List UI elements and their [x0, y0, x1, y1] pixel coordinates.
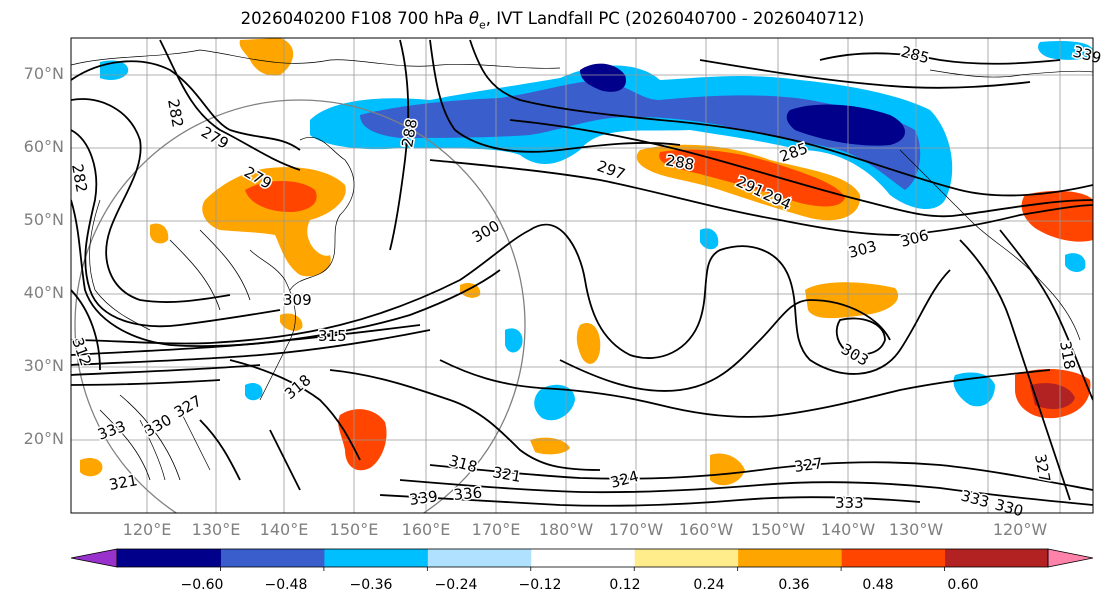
colorbar-segment — [841, 549, 946, 567]
colorbar-tick-label: −0.60 — [180, 577, 224, 593]
thin-contours — [99, 229, 251, 481]
colorbar-tick-label: 0.24 — [693, 577, 725, 593]
lat-label-40n: 40°N — [23, 283, 64, 302]
contour-label: 336 — [453, 484, 483, 504]
colorbar — [70, 548, 1094, 571]
lon-label: 170°W — [608, 520, 664, 539]
map-title: 2026040200 F108 700 hPa θe, IVT Landfall… — [240, 9, 865, 32]
lon-label: 160°E — [401, 520, 451, 539]
map-plot-area — [71, 38, 1093, 513]
range-circle — [74, 99, 526, 513]
colorbar-segment — [220, 549, 325, 567]
theta-e-contours — [71, 39, 1093, 507]
contour-label: 327 — [793, 454, 824, 476]
contour-label: 318 — [1056, 340, 1079, 371]
colorbar-segment — [634, 549, 739, 567]
lat-label-70n: 70°N — [23, 64, 64, 83]
colorbar-segment — [737, 549, 842, 567]
colorbar-tick-label: 0.36 — [778, 577, 810, 593]
lat-label-50n: 50°N — [23, 210, 64, 229]
colorbar-frame — [116, 548, 1049, 568]
colorbar-segment — [323, 549, 428, 567]
lat-label-60n: 60°N — [23, 137, 64, 156]
colorbar-tick-label: −0.24 — [434, 577, 478, 593]
contour-label: 315 — [318, 327, 347, 345]
lon-label: 140°E — [259, 520, 309, 539]
lon-label: 140°W — [820, 520, 876, 539]
colorbar-tick-label: 0.12 — [609, 577, 641, 593]
colorbar-extend-arrow-left-icon — [70, 548, 118, 568]
lon-label: 160°W — [678, 520, 734, 539]
lon-label: 130°E — [191, 520, 241, 539]
lat-label-20n: 20°N — [23, 429, 64, 448]
positive-shading — [80, 38, 1093, 486]
lon-label: 180°W — [538, 520, 594, 539]
lat-label-30n: 30°N — [23, 356, 64, 375]
colorbar-segment — [530, 549, 635, 567]
colorbar-tick-label: −0.48 — [264, 577, 308, 593]
contour-label: 333 — [835, 494, 864, 512]
lon-label: 170°E — [471, 520, 521, 539]
colorbar-segment — [117, 549, 221, 567]
lon-label: 120°E — [122, 520, 172, 539]
colorbar-tick-label: −0.12 — [518, 577, 562, 593]
contour-label: 282 — [164, 98, 187, 129]
colorbar-extend-arrow-right-icon — [1047, 548, 1094, 568]
lon-label: 150°E — [329, 520, 379, 539]
coastlines — [71, 49, 1093, 481]
lon-label: 130°W — [888, 520, 944, 539]
colorbar-tick-label: 0.48 — [862, 577, 894, 593]
lon-label: 150°W — [750, 520, 806, 539]
lon-label: 120°W — [992, 520, 1048, 539]
colorbar-tick-label: −0.36 — [349, 577, 393, 593]
contour-label: 309 — [283, 291, 312, 309]
map-frame — [70, 37, 1094, 514]
colorbar-segment — [427, 549, 532, 567]
colorbar-tick-label: 0.60 — [947, 577, 979, 593]
colorbar-segment — [944, 549, 1049, 567]
